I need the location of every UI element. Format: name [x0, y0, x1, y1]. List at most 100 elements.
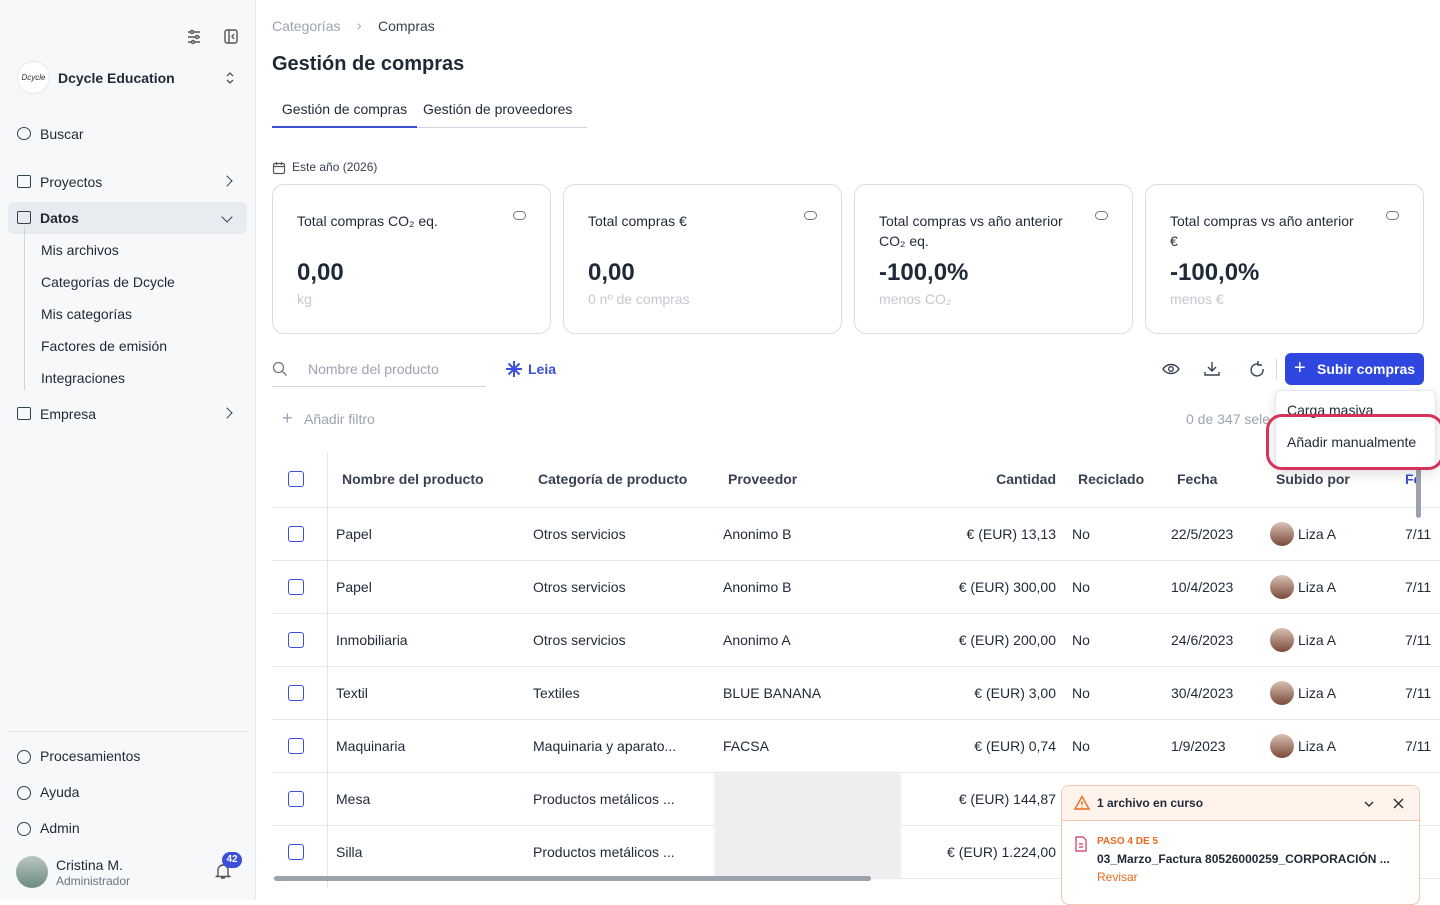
table-cell: Otros servicios: [533, 526, 626, 542]
plus-icon: +: [1294, 357, 1306, 379]
table-cell: Silla: [336, 844, 363, 860]
org-logo: Dcycle: [17, 61, 50, 94]
table-cell: Productos metálicos ...: [533, 844, 675, 860]
table-cell: Textiles: [533, 685, 580, 701]
scrollbar: [274, 876, 871, 881]
status-action[interactable]: Revisar: [1097, 870, 1138, 884]
table-cell: 10/4/2023: [1171, 579, 1234, 595]
status-controls[interactable]: [1362, 797, 1408, 811]
tab[interactable]: Gestión de proveedores: [423, 101, 573, 117]
column-header[interactable]: Categoría de producto: [538, 471, 688, 487]
org-switch[interactable]: [224, 70, 236, 86]
table-cell: BLUE BANANA: [723, 685, 822, 701]
table-cell: Papel: [336, 526, 372, 542]
breadcrumb-item[interactable]: Categorías: [272, 18, 341, 34]
table-cell: Anonimo A: [723, 632, 791, 648]
nav-subitem[interactable]: Mis categorías: [41, 306, 133, 322]
upload-button[interactable]: Subir compras: [1285, 353, 1424, 385]
nav-item[interactable]: Admin: [40, 820, 80, 836]
card-value: -100,0%: [879, 259, 969, 286]
nav-item[interactable]: Datos: [40, 210, 79, 226]
table-cell: Textil: [336, 685, 368, 701]
table-cell: 24/6/2023: [1171, 632, 1234, 648]
checkbox[interactable]: [288, 632, 304, 648]
nav-item[interactable]: Buscar: [40, 126, 84, 142]
nav-item[interactable]: Proyectos: [40, 174, 103, 190]
column-header[interactable]: Proveedor: [728, 471, 798, 487]
leia-icon: [506, 361, 522, 377]
checkbox[interactable]: [288, 685, 304, 701]
table-cell: Liza A: [1298, 685, 1337, 701]
card-title: Total compras €: [588, 213, 687, 229]
nav-subitem[interactable]: Mis archivos: [41, 242, 119, 258]
search-underline: [272, 386, 486, 387]
nav-subitem[interactable]: Categorías de Dcycle: [41, 274, 175, 290]
table-cell: € (EUR) 200,00: [958, 632, 1056, 648]
kpi-card: Total compras € 0,00 0 nº de compras: [563, 184, 842, 334]
table-cell: € (EUR) 13,13: [966, 526, 1056, 542]
table-cell: Mesa: [336, 791, 371, 807]
breadcrumb-separator: ›: [357, 17, 362, 33]
card-sub: 0 nº de compras: [588, 291, 690, 307]
checkbox[interactable]: [288, 738, 304, 754]
leia-button[interactable]: Leia: [528, 361, 557, 377]
avatar: [1270, 734, 1294, 758]
nav-subitem[interactable]: Integraciones: [41, 370, 126, 386]
row-line: [272, 613, 1440, 614]
table-cell: 7/11: [1405, 685, 1432, 701]
nav-tree-line: [24, 226, 25, 390]
card-sub: menos €: [1170, 291, 1224, 307]
card-title: Total compras vs año anterior €: [1170, 213, 1354, 249]
search-input[interactable]: Nombre del producto: [308, 361, 439, 377]
user-role: Administrador: [56, 874, 131, 888]
table-cell: 7/11: [1405, 632, 1432, 648]
avatar: [1270, 575, 1294, 599]
checkbox[interactable]: [288, 471, 304, 487]
upload-status: 1 archivo en curso PASO 4 DE 5 03_Marzo_…: [1061, 785, 1420, 905]
sidebar: Dcycle Dcycle Education Buscar Proyectos D…: [0, 0, 256, 900]
card-value: -100,0%: [1170, 259, 1260, 286]
checkbox[interactable]: [288, 579, 304, 595]
row-line: [272, 560, 1440, 561]
column-header[interactable]: Reciclado: [1078, 471, 1145, 487]
org-name[interactable]: Dcycle Education: [58, 70, 175, 86]
calendar-icon: [272, 162, 286, 175]
table-cell: No: [1072, 685, 1090, 701]
toolbar-icons[interactable]: [1162, 360, 1266, 378]
column-header[interactable]: Subido por: [1276, 471, 1350, 487]
status-step: PASO 4 DE 5: [1097, 836, 1158, 847]
add-filter[interactable]: Añadir filtro: [304, 411, 375, 427]
status-title: 1 archivo en curso: [1097, 796, 1204, 810]
column-header[interactable]: Fecha: [1177, 471, 1218, 487]
checkbox[interactable]: [288, 791, 304, 807]
card-icon: [1095, 211, 1108, 220]
nav-icon: [17, 127, 31, 140]
user-name[interactable]: Cristina M.: [56, 857, 123, 873]
table-cell: Otros servicios: [533, 632, 626, 648]
checkbox[interactable]: [288, 844, 304, 860]
separator: [8, 731, 247, 732]
nav-icon: [17, 175, 31, 188]
table-cell: No: [1072, 579, 1090, 595]
nav-item[interactable]: Ayuda: [40, 784, 80, 800]
kpi-card: Total compras vs año anterior CO₂ eq. -10…: [854, 184, 1133, 334]
table-cell: Otros servicios: [533, 579, 626, 595]
tab-active[interactable]: Gestión de compras: [272, 100, 417, 128]
nav-active-bg: [8, 202, 247, 234]
column-header[interactable]: Nombre del producto: [342, 471, 484, 487]
column-header[interactable]: Cantidad: [996, 471, 1056, 487]
avatar: [1270, 628, 1294, 652]
checkbox[interactable]: [288, 526, 304, 542]
row-line: [272, 719, 1440, 720]
nav-item[interactable]: Procesamientos: [40, 748, 141, 764]
search-icon: [272, 361, 287, 376]
table-cell: No: [1072, 632, 1090, 648]
breadcrumb-item: Compras: [378, 18, 435, 34]
period[interactable]: Este año (2026): [292, 160, 378, 174]
dropdown-item[interactable]: Añadir manualmente: [1287, 434, 1417, 450]
chevron: [221, 175, 233, 187]
nav-item[interactable]: Empresa: [40, 406, 97, 422]
nav-subitem[interactable]: Factores de emisión: [41, 338, 168, 354]
table-cell: No: [1072, 738, 1090, 754]
